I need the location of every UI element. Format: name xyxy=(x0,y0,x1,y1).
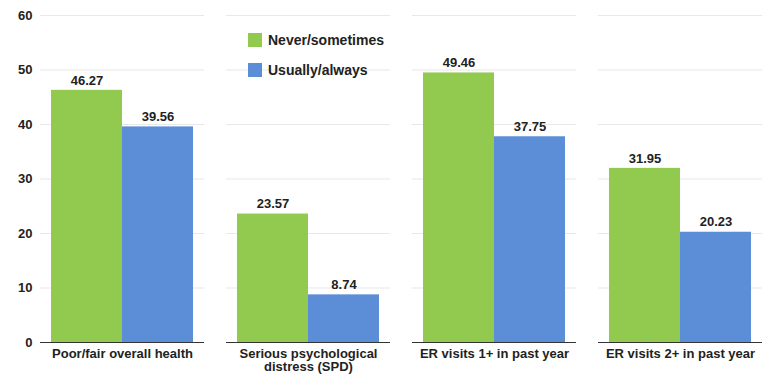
svg-text:ER visits 2+ in past year: ER visits 2+ in past year xyxy=(606,346,755,361)
svg-text:Poor/fair overall health: Poor/fair overall health xyxy=(52,346,193,361)
svg-text:30: 30 xyxy=(18,171,32,186)
html-text:Usually/always: Usually/always xyxy=(268,62,368,78)
svg-text:37.75: 37.75 xyxy=(514,119,547,134)
svg-text:0: 0 xyxy=(25,335,32,350)
svg-text:60: 60 xyxy=(18,8,32,23)
svg-text:31.95: 31.95 xyxy=(629,151,662,166)
svg-text:40: 40 xyxy=(18,117,32,132)
svg-text:20: 20 xyxy=(18,226,32,241)
svg-text:49.46: 49.46 xyxy=(443,55,476,70)
svg-text:20.23: 20.23 xyxy=(700,214,733,229)
svg-text:39.56: 39.56 xyxy=(142,109,175,124)
svg-text:Serious psychologicaldistress: Serious psychologicaldistress (SPD) xyxy=(240,346,378,374)
svg-text:10: 10 xyxy=(18,280,32,295)
svg-text:ER visits 1+ in past year: ER visits 1+ in past year xyxy=(420,346,569,361)
html-text:Never/sometimes: Never/sometimes xyxy=(268,32,384,48)
svg-text:50: 50 xyxy=(18,62,32,77)
svg-text:8.74: 8.74 xyxy=(331,277,357,292)
svg-text:46.27: 46.27 xyxy=(71,72,104,87)
svg-text:23.57: 23.57 xyxy=(257,196,290,211)
